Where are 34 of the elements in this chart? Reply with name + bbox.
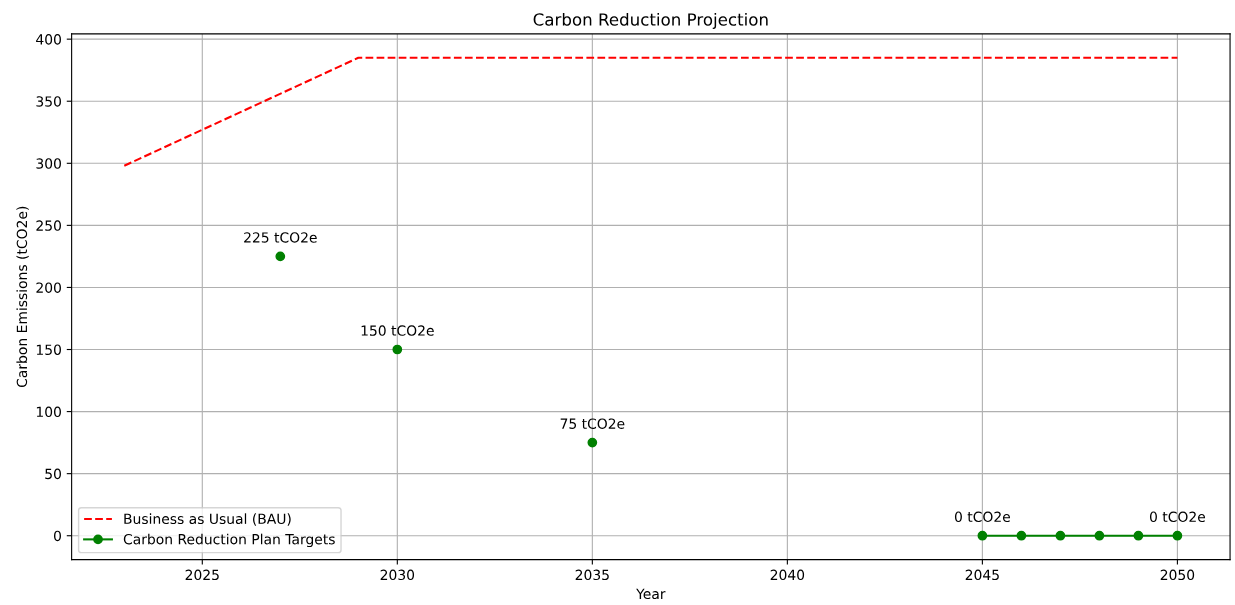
x-tick-label: 2040	[770, 569, 805, 581]
point	[1133, 530, 1144, 541]
annotation: 225 tCO2e	[244, 232, 317, 243]
y-tick-label: 300	[36, 158, 61, 169]
y-tick-label: 50	[45, 468, 61, 480]
annotation: 150 tCO2e	[361, 325, 434, 336]
y-tick-label: 200	[36, 282, 61, 293]
y-tick-label: 150	[36, 344, 61, 355]
point	[587, 437, 598, 448]
legend-label: Carbon Reduction Plan Targets	[123, 533, 335, 548]
point	[392, 344, 403, 355]
x-axis-title: Year	[636, 588, 666, 600]
legend-label: Business as Usual (BAU)	[124, 513, 291, 526]
x-tick-label: 2025	[185, 569, 219, 581]
y-tick-label: 0	[53, 530, 61, 542]
point	[275, 251, 286, 262]
chart-title: Carbon Reduction Projection	[533, 12, 768, 30]
y-tick-label: 400	[36, 34, 61, 45]
annotation: 0 tCO2e	[954, 511, 1010, 523]
x-tick-label: 2030	[380, 569, 415, 581]
y-tick-label: 250	[36, 220, 61, 231]
y-tick-label: 350	[36, 96, 61, 107]
x-tick-label: 2050	[1160, 569, 1195, 581]
x-tick-label: 2045	[965, 569, 999, 581]
point	[1094, 530, 1105, 541]
point	[1016, 530, 1027, 541]
x-tick-label: 2035	[575, 569, 609, 581]
y-axis-title: Carbon Emissions (tCO2e)	[16, 206, 29, 388]
point	[1055, 530, 1066, 541]
point	[977, 530, 988, 541]
point	[1172, 530, 1183, 541]
annotation: 0 tCO2e	[1149, 511, 1206, 523]
annotation: 75 tCO2e	[560, 418, 625, 429]
y-tick-label: 100	[36, 406, 61, 418]
